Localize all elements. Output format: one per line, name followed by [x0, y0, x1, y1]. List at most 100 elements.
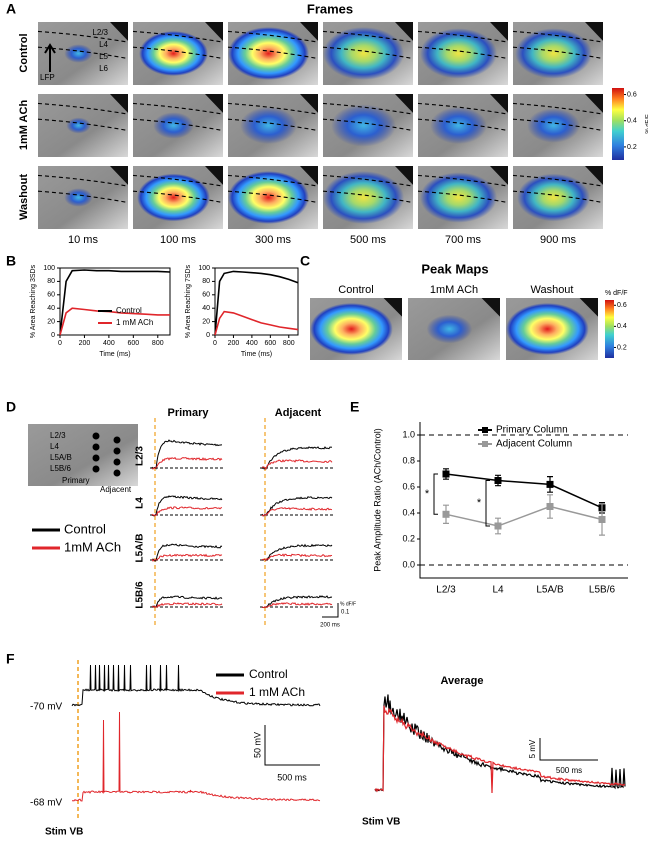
legend-label: 1 mM ACh [116, 318, 153, 327]
layer-boundary [228, 190, 318, 204]
lfp-arrow [44, 43, 56, 72]
slice-edge [300, 166, 318, 185]
layer-boundary [418, 46, 508, 60]
marker [442, 510, 450, 518]
legend-label: Primary Column [496, 425, 568, 436]
marker [546, 503, 554, 510]
slice-edge [585, 166, 603, 185]
electrode [113, 436, 121, 444]
image-frame [513, 22, 603, 85]
image-frame [418, 22, 508, 85]
trace [151, 456, 223, 470]
electrode [113, 458, 121, 466]
image-frame [133, 166, 223, 229]
activity [64, 44, 93, 63]
inset-layer-label: L5B/6 [50, 464, 71, 473]
time-label: 700 ms [445, 234, 482, 246]
layer-boundary [133, 102, 223, 115]
slice-edge [585, 22, 603, 41]
colorbar [612, 88, 624, 160]
colorbar-tick-label: 0.6 [617, 302, 627, 309]
y-tick-label: 0.4 [402, 507, 415, 517]
trace [261, 553, 333, 562]
y-tick-label: 1.0 [402, 429, 415, 439]
legend-label: Control [64, 521, 106, 536]
row-label: L5B/6 [135, 581, 146, 609]
slice-edge [490, 166, 508, 185]
colorbar-label: % dF/F [646, 114, 648, 134]
y-tick-label: 0.6 [402, 481, 415, 491]
slice-edge [395, 22, 413, 41]
time-label: 10 ms [68, 234, 98, 246]
layer-boundary [418, 118, 508, 132]
scale-label: 0.1 [341, 610, 350, 616]
activity [153, 112, 194, 139]
inset-layer-label: L5A/B [50, 453, 72, 462]
electrode [92, 443, 100, 451]
column-header: Primary [168, 407, 210, 419]
activity [517, 173, 590, 222]
activity [66, 117, 91, 134]
layer-boundary [38, 30, 128, 43]
activity [506, 302, 589, 356]
image-frame [228, 166, 318, 229]
trace [261, 496, 333, 517]
electrode [92, 465, 100, 473]
map-label: 1mM ACh [430, 284, 478, 296]
x-tick-label: 0 [213, 340, 217, 347]
layer-boundary [228, 46, 318, 60]
panel-title: Average [440, 675, 483, 687]
activity [426, 314, 473, 344]
layer-boundary [133, 30, 223, 43]
marker [442, 470, 450, 478]
panel-title: Frames [307, 1, 353, 16]
y-tick-label: 0.2 [402, 533, 415, 543]
slice-edge [383, 298, 402, 317]
y-tick-label: 20 [47, 318, 55, 325]
colorbar-tick-label: 0.2 [617, 344, 627, 351]
layer-boundary [418, 102, 508, 115]
colorbar-tick-label: 0.4 [627, 118, 637, 125]
y-tick-label: 100 [198, 265, 210, 272]
trace [261, 595, 333, 608]
activity [515, 28, 592, 79]
plot-frame [59, 267, 171, 336]
stim-label: Stim VB [362, 817, 400, 828]
image-frame [38, 22, 128, 85]
image-frame [133, 94, 223, 157]
activity [240, 106, 297, 145]
marker [546, 480, 554, 488]
activity [139, 31, 208, 76]
image-frame [513, 166, 603, 229]
layer-boundary [323, 30, 413, 43]
x-tick-label: 400 [246, 340, 258, 347]
slice-edge [490, 94, 508, 113]
electrode [113, 447, 121, 455]
image-frame [310, 298, 402, 360]
inset-column-label: Adjacent [100, 485, 132, 494]
trace [261, 543, 333, 562]
y-tick-label: 80 [202, 278, 210, 285]
trace [151, 495, 223, 517]
colorbar-tick-label: 0.4 [617, 323, 627, 330]
legend-marker [482, 441, 488, 447]
trace [151, 506, 223, 517]
legend-label: 1 mM ACh [249, 685, 305, 699]
image-frame [418, 94, 508, 157]
activity [228, 27, 309, 80]
time-label: 900 ms [540, 234, 577, 246]
marker [494, 522, 502, 530]
colorbar-tick-label: 0.2 [627, 144, 637, 151]
slice-edge [481, 298, 500, 317]
layer-boundary [323, 46, 413, 60]
trace [151, 439, 222, 470]
y-tick-label: 100 [43, 265, 55, 272]
layer-boundary [228, 174, 318, 187]
image-frame [408, 298, 500, 360]
scale-label: % dF/F [340, 601, 356, 607]
image-frame [513, 94, 603, 157]
x-tick-label: 800 [283, 340, 295, 347]
electrode [92, 454, 100, 462]
activity [323, 171, 404, 224]
